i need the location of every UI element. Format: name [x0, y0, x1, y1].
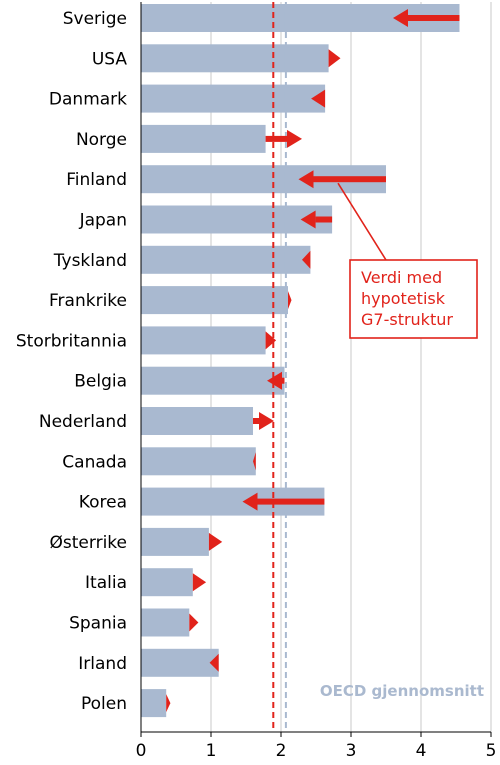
annotation-text-line-1: Verdi med	[361, 268, 442, 287]
arrow-shaft-belgia	[282, 377, 285, 384]
annotation-text-line-3: G7-struktur	[361, 310, 453, 329]
bar--sterrike	[141, 527, 209, 556]
category-label-norge: Norge	[76, 130, 127, 150]
arrow-shaft-korea	[257, 498, 325, 505]
arrow-head-nederland	[259, 412, 274, 430]
reference-line-layer: OECD gjennomsnitt	[272, 2, 484, 732]
bar-spania	[141, 608, 190, 637]
category-label-sverige: Sverige	[63, 9, 127, 29]
arrow-head-tyskland	[302, 250, 311, 269]
category-label-japan: Japan	[79, 211, 127, 231]
arrow-shaft-japan	[315, 216, 333, 223]
x-tick-label-3: 3	[346, 741, 357, 761]
annotation-layer: Verdi med hypotetisk G7-struktur	[337, 182, 478, 339]
category-label-belgia: Belgia	[74, 372, 127, 392]
arrow-head-norge	[287, 129, 302, 148]
x-tick-label-5: 5	[486, 741, 497, 761]
arrow-shaft-finland	[313, 176, 386, 183]
arrow-head-danmark	[311, 89, 326, 108]
arrow-shaft-sverige	[408, 15, 460, 21]
bar-polen	[141, 689, 167, 718]
category-label-layer: Sverige USA Danmark Norge Finland Japan Tyskla…	[16, 9, 127, 714]
x-tick-label-2: 2	[276, 741, 287, 761]
bar-frankrike	[141, 286, 288, 315]
arrow-shaft-norge	[265, 135, 287, 142]
arrow-head-storbritannia	[265, 331, 277, 350]
category-label-finland: Finland	[66, 170, 127, 190]
arrow-head-polen	[166, 694, 171, 713]
arrow-head-korea	[242, 492, 258, 511]
category-label-tyskland: Tyskland	[53, 251, 127, 271]
category-label-danmark: Danmark	[49, 90, 127, 110]
category-label-storbritannia: Storbritannia	[16, 331, 127, 351]
arrow-head-belgia	[267, 371, 282, 390]
arrow-head-finland	[298, 170, 314, 189]
category-label-polen: Polen	[81, 694, 127, 714]
bar-irland	[141, 648, 219, 677]
arrow-head-frankrike	[288, 291, 292, 310]
arrow-head--sterrike	[208, 532, 223, 551]
arrow-head-usa	[328, 49, 341, 68]
bar-japan	[141, 205, 333, 234]
annotation-text-line-2: hypotetisk	[361, 289, 446, 308]
bar-nederland	[141, 407, 253, 435]
arrow-head-canada	[253, 452, 256, 471]
category-label-irland: Irland	[78, 654, 127, 674]
bar-usa	[141, 44, 329, 73]
arrow-head-japan	[300, 210, 316, 229]
bar-italia	[141, 568, 193, 597]
bar-layer	[141, 4, 460, 718]
category-label-usa: USA	[92, 49, 128, 69]
bar-norge	[141, 124, 266, 153]
arrow-layer	[166, 9, 460, 713]
x-tick-label-0: 0	[136, 741, 147, 761]
x-axis: 0 1 2 3 4 5	[136, 2, 497, 761]
arrow-head-spania	[189, 613, 199, 632]
bar-danmark	[141, 84, 326, 113]
category-label-canada: Canada	[62, 452, 127, 472]
annotation-leader-line	[337, 182, 387, 261]
category-label-frankrike: Frankrike	[49, 291, 127, 311]
category-label--sterrike: Østerrike	[50, 533, 127, 553]
bar-belgia	[141, 366, 285, 395]
x-tick-label-1: 1	[206, 741, 217, 761]
arrow-head-italia	[192, 573, 207, 592]
category-label-spania: Spania	[69, 614, 127, 634]
category-label-korea: Korea	[79, 493, 127, 513]
category-label-nederland: Nederland	[39, 412, 127, 432]
category-label-italia: Italia	[85, 573, 127, 593]
arrow-head-sverige	[393, 9, 408, 27]
grid-layer	[210, 2, 492, 732]
arrow-shaft-nederland	[253, 418, 259, 424]
x-tick-label-4: 4	[416, 741, 427, 761]
bar-canada	[141, 447, 256, 476]
annotation-box	[349, 259, 478, 339]
oecd-average-label: OECD gjennomsnitt	[320, 682, 484, 700]
bar-storbritannia	[141, 326, 266, 355]
arrow-head-irland	[209, 653, 219, 672]
bar-tyskland	[141, 245, 311, 274]
